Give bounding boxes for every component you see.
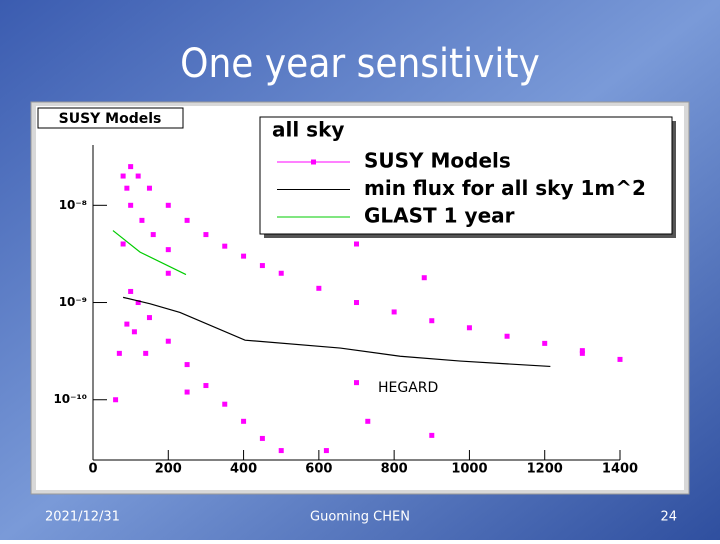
legend-label: min flux for all sky 1m^2 [364,176,646,200]
marker [203,232,209,238]
marker [135,173,141,179]
marker [184,217,190,223]
legend-title: all sky [272,118,344,142]
marker [579,348,585,354]
legend-marker [311,159,316,165]
marker [128,202,134,208]
marker [124,185,130,191]
marker [184,389,190,395]
slide-date: 2021/12/31 [45,510,120,525]
marker [120,173,126,179]
legend [259,116,673,235]
line [112,230,187,276]
marker [135,300,141,306]
marker [278,270,284,276]
marker [124,321,130,327]
x-tick-label: 1200 [527,462,563,477]
marker [203,383,209,389]
y-tick-label: 10⁻¹⁰ [53,392,87,406]
marker [113,397,119,403]
marker [184,362,190,368]
marker [128,164,134,170]
marker [146,315,152,321]
line [122,296,551,368]
marker [259,435,265,441]
marker [354,380,359,386]
marker [579,350,585,356]
marker [466,325,472,331]
x-tick-label: 800 [381,462,408,477]
marker [165,338,171,344]
marker [120,241,126,247]
marker [278,448,284,454]
marker [323,448,329,454]
chart-title: SUSY Models [59,111,162,127]
y-tick-label: 10⁻⁸ [59,198,87,212]
legend-entries: SUSY Models min flux for all sky 1m^2 GLAS… [277,149,646,228]
marker [128,288,134,294]
slide-author: Guoming CHEN [310,510,410,525]
marker [354,300,359,306]
marker [165,202,171,208]
x-tick-label: 200 [155,462,182,477]
marker [150,232,156,238]
marker [354,241,359,247]
marker [241,418,247,424]
marker [222,401,228,407]
plot: 0 200 400 600 800 1000 1200 1400 10⁻¹⁰ 10⁻⁹ 10⁻⁸ [53,145,638,477]
marker [139,217,145,223]
marker [241,253,247,259]
x-tick-label: 600 [305,462,332,477]
slide-number: 24 [660,510,677,525]
marker [429,432,435,438]
marker [116,350,122,356]
marker [391,309,397,315]
x-tick-label: 0 [88,462,97,477]
marker [542,340,548,346]
marker [617,356,623,362]
legend-label: GLAST 1 year [364,204,515,228]
marker [131,329,137,335]
marker [165,270,171,276]
annotation: HEGARD [378,380,438,396]
x-tick-label: 1000 [451,462,487,477]
marker [222,243,228,249]
marker [429,318,435,324]
marker [143,350,149,356]
legend-label: SUSY Models [364,149,511,173]
y-tick-label: 10⁻⁹ [59,295,87,309]
marker [421,275,427,281]
marker [165,247,171,253]
marker [146,185,152,191]
x-tick-label: 400 [230,462,257,477]
marker [504,333,510,339]
marker [365,418,371,424]
marker [259,263,265,269]
x-tick-label: 1400 [602,462,638,477]
slide-title: One year sensitivity [180,41,540,87]
marker [316,285,322,291]
chart-title-box [37,107,184,129]
